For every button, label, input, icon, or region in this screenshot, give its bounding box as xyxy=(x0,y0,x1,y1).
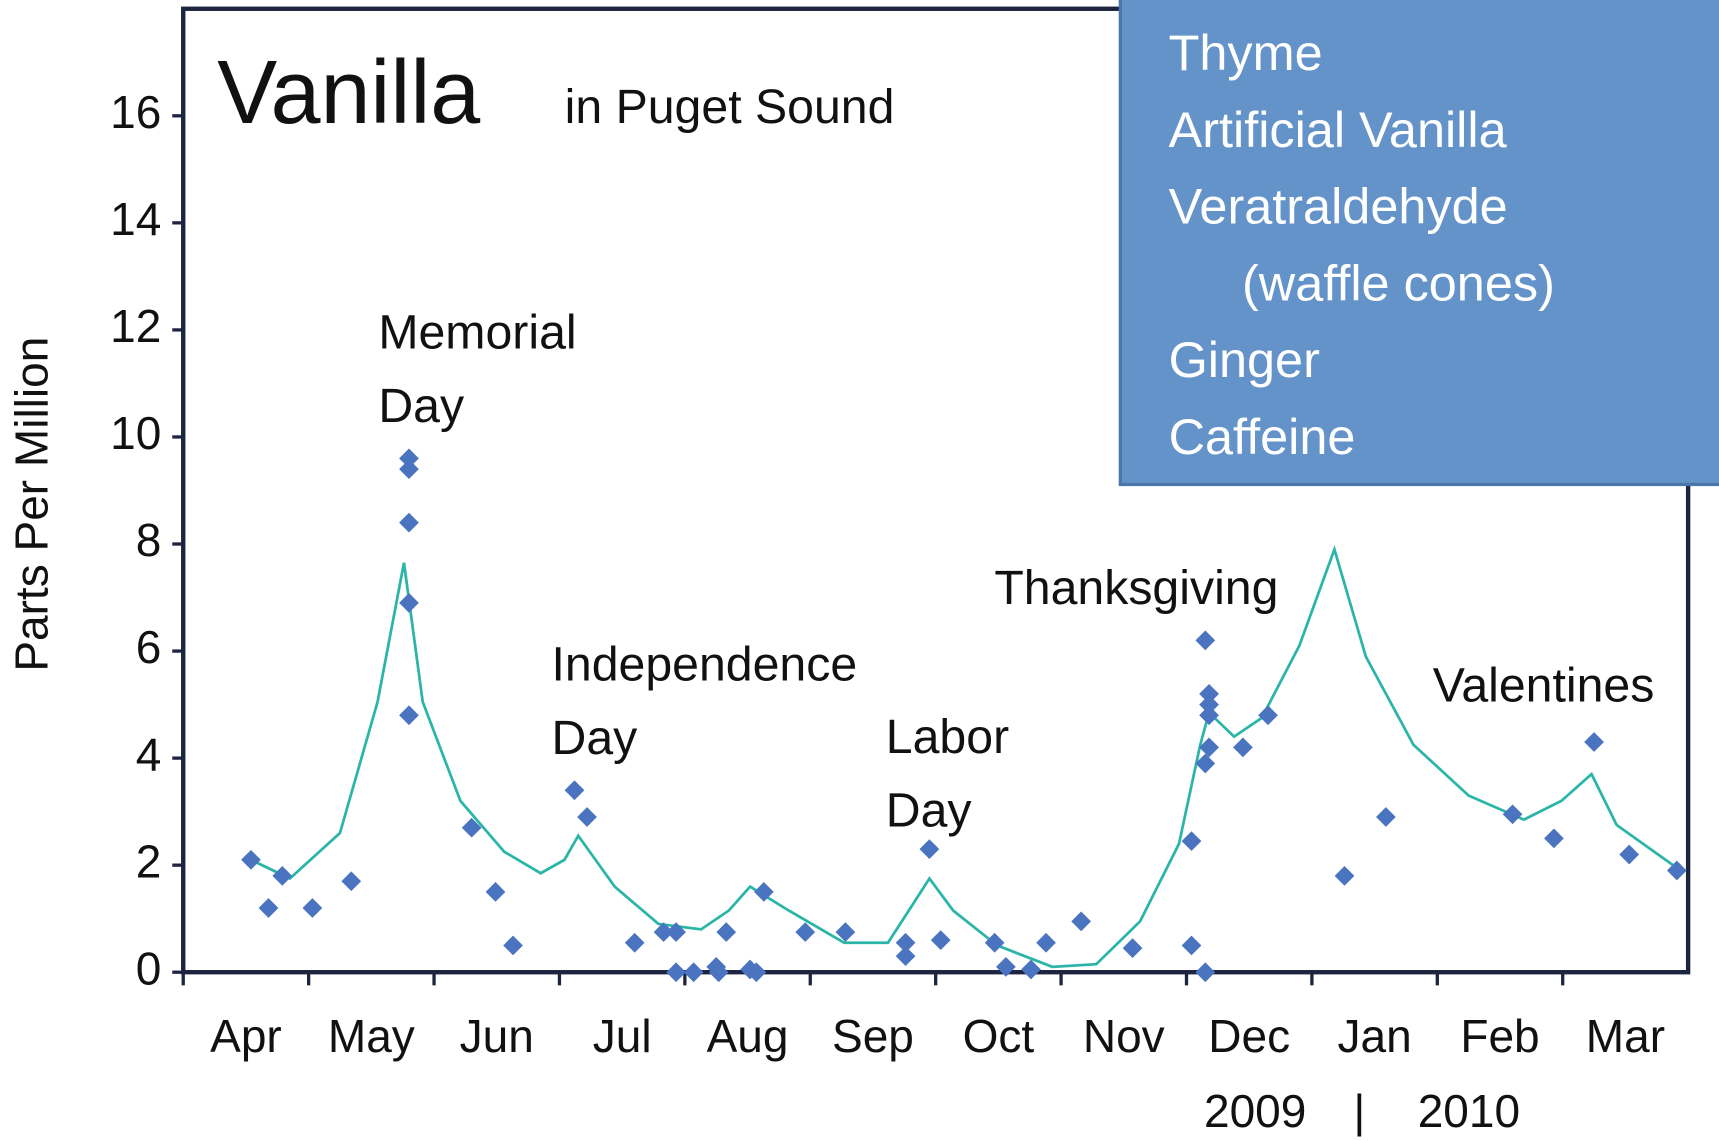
data-point xyxy=(564,780,585,801)
annotation: Thanksgiving xyxy=(994,561,1278,615)
x-tick-label: Nov xyxy=(1083,1010,1165,1062)
y-tick-label: 10 xyxy=(110,407,161,459)
data-point xyxy=(485,882,506,902)
info-box-item: Veratraldehyde xyxy=(1169,178,1508,235)
data-point xyxy=(1036,932,1056,953)
data-point xyxy=(258,898,279,918)
y-tick-label: 14 xyxy=(110,193,161,245)
x-tick-label: Jul xyxy=(593,1010,652,1062)
x-tick-label: May xyxy=(328,1010,415,1062)
data-point xyxy=(399,459,419,479)
data-point xyxy=(1195,630,1216,651)
annotation: Day xyxy=(552,711,639,765)
data-point xyxy=(1122,938,1143,958)
info-box-item: Caffeine xyxy=(1169,408,1356,465)
annotation: Valentines xyxy=(1433,658,1655,712)
data-point xyxy=(577,807,597,827)
annotation: Day xyxy=(886,783,973,837)
year-separator: | xyxy=(1353,1085,1365,1137)
y-tick-label: 16 xyxy=(110,86,161,138)
data-point xyxy=(399,593,419,613)
data-point xyxy=(1334,865,1355,886)
info-box xyxy=(1118,0,1719,487)
annotation: Labor xyxy=(886,710,1009,764)
x-tick-label: Jun xyxy=(460,1010,534,1062)
data-point xyxy=(1544,828,1564,849)
data-point xyxy=(399,705,419,726)
x-tick-label: Sep xyxy=(832,1010,914,1062)
y-tick-label: 6 xyxy=(136,621,162,673)
info-box-item: Artificial Vanilla xyxy=(1169,101,1508,158)
data-point xyxy=(754,882,774,902)
data-point xyxy=(1376,807,1396,827)
data-point xyxy=(1584,732,1604,752)
x-tick-label: Jan xyxy=(1338,1010,1412,1062)
info-box-item: Thyme xyxy=(1169,24,1323,81)
data-point xyxy=(1199,705,1219,726)
data-point xyxy=(919,839,940,859)
data-point xyxy=(1233,737,1253,758)
data-point xyxy=(930,930,951,950)
year-label: 2009 xyxy=(1204,1085,1306,1137)
data-point xyxy=(1502,804,1523,825)
x-tick-label: Aug xyxy=(707,1010,789,1062)
data-point xyxy=(399,448,419,469)
y-tick-label: 8 xyxy=(136,514,162,566)
x-tick-label: Oct xyxy=(963,1010,1035,1062)
data-point xyxy=(746,962,767,983)
chart-title: Vanilla xyxy=(217,43,480,143)
data-point xyxy=(272,865,293,886)
x-tick-label: Apr xyxy=(210,1010,282,1062)
data-point xyxy=(895,946,916,967)
data-point xyxy=(708,962,729,983)
info-box-item: (waffle cones) xyxy=(1242,254,1555,311)
data-point xyxy=(1181,831,1202,851)
y-tick-label: 0 xyxy=(136,942,162,994)
y-tick-label: 2 xyxy=(136,835,162,887)
x-tick-label: Mar xyxy=(1586,1010,1665,1062)
annotation: Day xyxy=(378,379,465,433)
data-point xyxy=(341,871,362,892)
y-axis-label: Parts Per Million xyxy=(5,337,57,672)
info-box-item: Ginger xyxy=(1169,331,1320,388)
data-point xyxy=(1181,935,1202,956)
x-tick-label: Feb xyxy=(1460,1010,1539,1062)
chart-subtitle: in Puget Sound xyxy=(565,80,895,134)
annotation: Memorial xyxy=(378,306,576,360)
data-point xyxy=(399,512,419,533)
trend-line xyxy=(250,544,1678,969)
y-tick-label: 12 xyxy=(110,300,161,352)
year-label: 2010 xyxy=(1418,1085,1520,1137)
data-point xyxy=(503,935,523,956)
data-point xyxy=(1071,911,1092,932)
data-point xyxy=(241,849,261,870)
data-point xyxy=(1195,962,1216,983)
data-point xyxy=(1258,705,1278,726)
data-point xyxy=(302,898,323,918)
data-point xyxy=(683,962,704,983)
data-point xyxy=(624,932,645,953)
data-point xyxy=(666,962,686,983)
x-tick-label: Dec xyxy=(1208,1010,1290,1062)
data-point xyxy=(984,932,1005,953)
y-tick-label: 4 xyxy=(136,728,162,780)
data-point xyxy=(716,922,737,942)
data-point xyxy=(1619,844,1640,865)
annotation: Independence xyxy=(552,638,858,692)
